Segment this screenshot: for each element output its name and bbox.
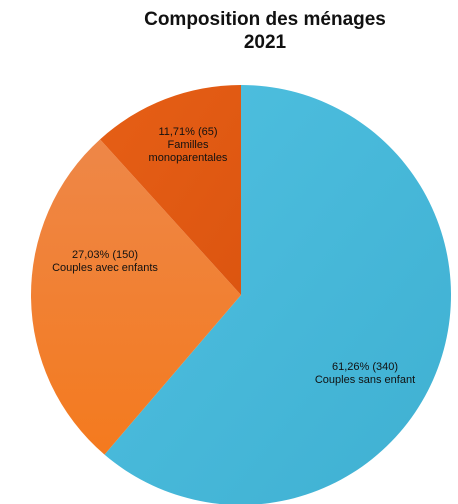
slice-label-3: 11,71% (65) Familles monoparentales — [149, 126, 228, 164]
chart-title: Composition des ménages 2021 — [0, 8, 458, 54]
slice-label-1: 61,26% (340) Couples sans enfant — [315, 361, 415, 386]
pie-slice-1 — [104, 85, 451, 504]
pie-slice-3 — [100, 85, 241, 295]
chart-title-line-2: 2021 — [243, 32, 287, 53]
chart-title-line-1: Composition des ménages — [144, 9, 386, 30]
slice-label-2: 27,03% (150) Couples avec enfants — [52, 249, 158, 274]
pie-slice-2 — [31, 139, 241, 455]
